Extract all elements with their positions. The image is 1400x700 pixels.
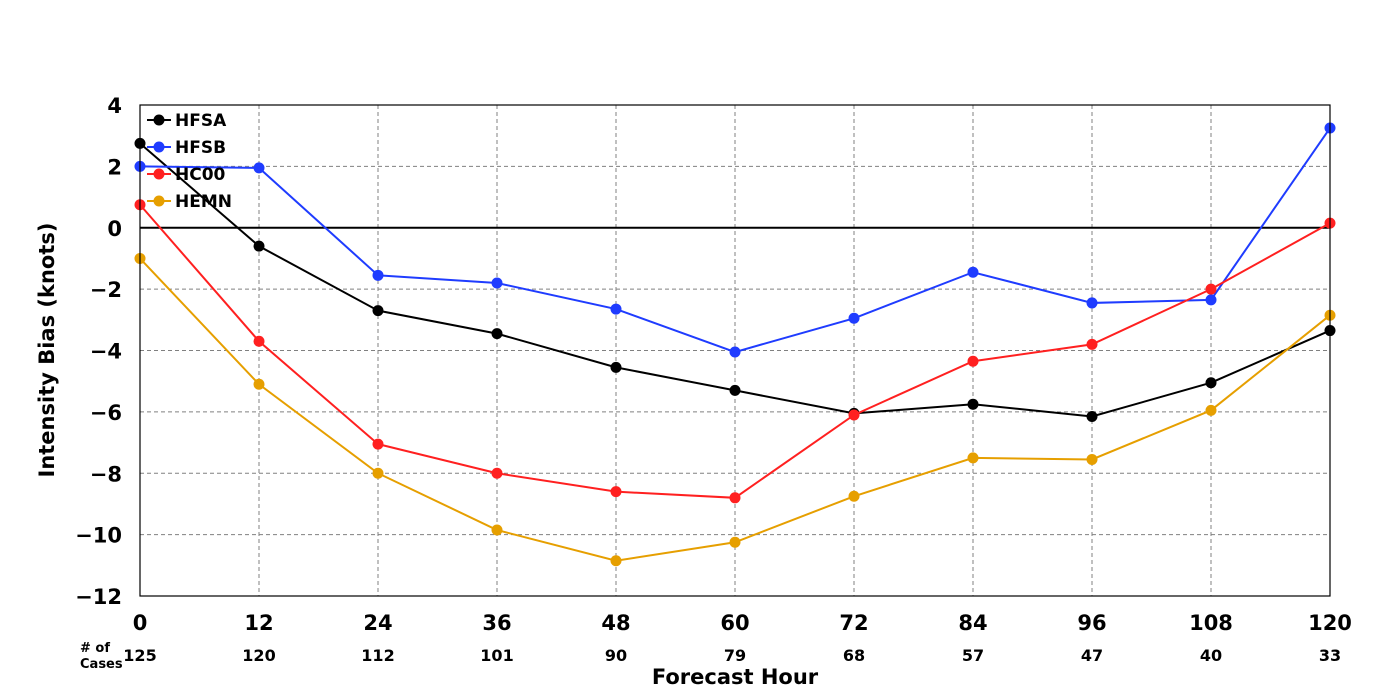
legend-label: HEMN	[175, 192, 232, 212]
case-count: 40	[1200, 646, 1222, 665]
y-tick-label: −6	[90, 401, 122, 425]
y-tick-labels: 4 2 0 −2 −4 −6 −8 −10 −12	[75, 94, 122, 609]
data-point	[1086, 297, 1098, 309]
data-point	[848, 312, 860, 324]
series-hfsb	[134, 122, 1336, 358]
x-tick-label: 0	[133, 611, 148, 635]
data-point	[610, 361, 622, 373]
y-tick-label: −2	[90, 278, 122, 302]
data-point	[967, 355, 979, 367]
x-axis-label: Forecast Hour	[652, 665, 819, 689]
data-point	[729, 492, 741, 504]
x-tick-label: 108	[1189, 611, 1233, 635]
data-point	[491, 277, 503, 289]
x-tick-label: 12	[244, 611, 273, 635]
legend-item-hc00: HC00	[147, 165, 226, 185]
case-count: 90	[605, 646, 627, 665]
data-point	[1086, 338, 1098, 350]
legend-swatch-marker	[153, 168, 165, 180]
legend-item-hfsb: HFSB	[147, 138, 226, 158]
case-count: 33	[1319, 646, 1341, 665]
y-tick-label: 4	[107, 94, 122, 118]
cases-row: 125 120 112 101 90 79 68 57 47 40 33	[123, 646, 1341, 665]
y-tick-label: 2	[107, 155, 122, 179]
y-tick-label: −4	[90, 340, 122, 364]
legend-item-hfsa: HFSA	[147, 111, 227, 131]
legend-swatch-marker	[153, 195, 165, 207]
data-point	[729, 384, 741, 396]
case-count: 79	[724, 646, 746, 665]
case-count: 120	[242, 646, 275, 665]
y-tick-label: 0	[107, 217, 122, 241]
case-count: 68	[843, 646, 865, 665]
x-tick-label: 96	[1077, 611, 1106, 635]
x-tick-label: 60	[720, 611, 749, 635]
x-tick-label: 84	[958, 611, 987, 635]
legend-label: HFSA	[175, 111, 227, 131]
data-point	[253, 162, 265, 174]
x-tick-label: 120	[1308, 611, 1352, 635]
data-point	[253, 335, 265, 347]
series-layer	[134, 122, 1336, 567]
data-point	[491, 524, 503, 536]
data-point	[372, 269, 384, 281]
data-point	[253, 378, 265, 390]
data-point	[848, 409, 860, 421]
series-hc00	[134, 199, 1336, 504]
data-point	[1205, 294, 1217, 306]
case-count: 125	[123, 646, 156, 665]
x-tick-label: 72	[839, 611, 868, 635]
legend-item-hemn: HEMN	[147, 192, 232, 212]
legend-label: HFSB	[175, 138, 226, 158]
legend-swatch-marker	[153, 114, 165, 126]
data-point	[729, 536, 741, 548]
data-point	[1205, 283, 1217, 295]
data-point	[1086, 453, 1098, 465]
data-point	[967, 452, 979, 464]
data-point	[848, 490, 860, 502]
data-point	[610, 303, 622, 315]
data-point	[967, 266, 979, 278]
x-tick-label: 36	[482, 611, 511, 635]
data-point	[372, 305, 384, 317]
legend-label: HC00	[175, 165, 226, 185]
data-point	[610, 486, 622, 498]
y-tick-label: −10	[75, 524, 122, 548]
case-count: 112	[361, 646, 394, 665]
y-tick-label: −12	[75, 585, 122, 609]
data-point	[491, 467, 503, 479]
cases-label-line2: Cases	[80, 657, 123, 672]
y-axis-label: Intensity Bias (knots)	[35, 223, 59, 478]
data-point	[491, 328, 503, 340]
data-point	[253, 240, 265, 252]
x-tick-labels: 0 12 24 36 48 60 72 84 96 108 120	[133, 611, 1352, 635]
legend: HFSA HFSB HC00 HEMN	[147, 111, 232, 212]
case-count: 101	[480, 646, 513, 665]
y-tick-label: −8	[90, 462, 122, 486]
case-count: 57	[962, 646, 984, 665]
plot-frame	[139, 104, 1331, 597]
data-point	[967, 398, 979, 410]
data-point	[729, 346, 741, 358]
cases-label-line1: # of	[80, 641, 110, 656]
data-point	[610, 555, 622, 567]
data-point	[1205, 377, 1217, 389]
series-hemn	[134, 252, 1336, 567]
series-hfsa	[134, 137, 1336, 422]
data-point	[372, 467, 384, 479]
data-point	[372, 438, 384, 450]
x-tick-label: 48	[601, 611, 630, 635]
data-point	[1086, 410, 1098, 422]
x-tick-label: 24	[363, 611, 392, 635]
data-point	[1205, 404, 1217, 416]
case-count: 47	[1081, 646, 1103, 665]
legend-swatch-marker	[153, 141, 165, 153]
